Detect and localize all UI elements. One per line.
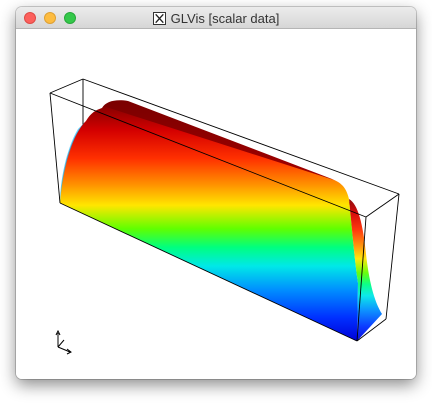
title-bar[interactable]: GLVis [scalar data] — [16, 7, 416, 29]
x11-icon — [152, 11, 166, 25]
scene-svg[interactable] — [16, 29, 416, 379]
window-title: GLVis [scalar data] — [170, 10, 280, 26]
axes-triad-icon — [55, 329, 72, 355]
minimize-button[interactable] — [44, 12, 56, 24]
render-viewport[interactable] — [16, 29, 416, 379]
bounding-box-front — [49, 92, 400, 342]
scalar-surface — [60, 100, 382, 341]
window-title-group: GLVis [scalar data] — [16, 7, 416, 29]
close-button[interactable] — [24, 12, 36, 24]
glvis-window: GLVis [scalar data] — [16, 7, 416, 379]
maximize-button[interactable] — [64, 12, 76, 24]
